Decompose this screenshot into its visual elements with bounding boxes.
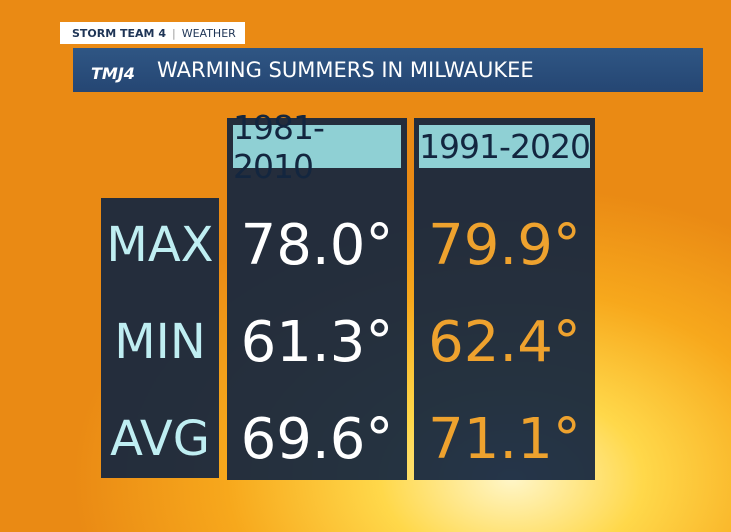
value: 71.1° [428, 406, 581, 472]
row-label: AVG [110, 411, 210, 467]
value: 62.4° [428, 309, 581, 375]
section: WEATHER [181, 26, 236, 40]
logo: TMJ4 [91, 64, 135, 83]
value: 79.9° [428, 212, 581, 278]
title: WARMING SUMMERS IN MILWAUKEE [157, 58, 534, 82]
brand-tag: STORM TEAM 4 | WEATHER [60, 22, 245, 44]
column-header: 1981-2010 [233, 108, 401, 186]
title-bar: TMJ4 WARMING SUMMERS IN MILWAUKEE [73, 48, 703, 92]
label-column [101, 198, 219, 478]
column-header: 1991-2020 [419, 125, 591, 168]
row-label: MIN [114, 314, 206, 370]
column-panel [227, 118, 407, 480]
row-label: MAX [106, 217, 214, 273]
brand: STORM TEAM 4 [72, 26, 166, 40]
value: 78.0° [240, 212, 394, 278]
column-panel [414, 118, 595, 480]
value: 61.3° [240, 309, 394, 375]
value: 69.6° [240, 406, 394, 472]
